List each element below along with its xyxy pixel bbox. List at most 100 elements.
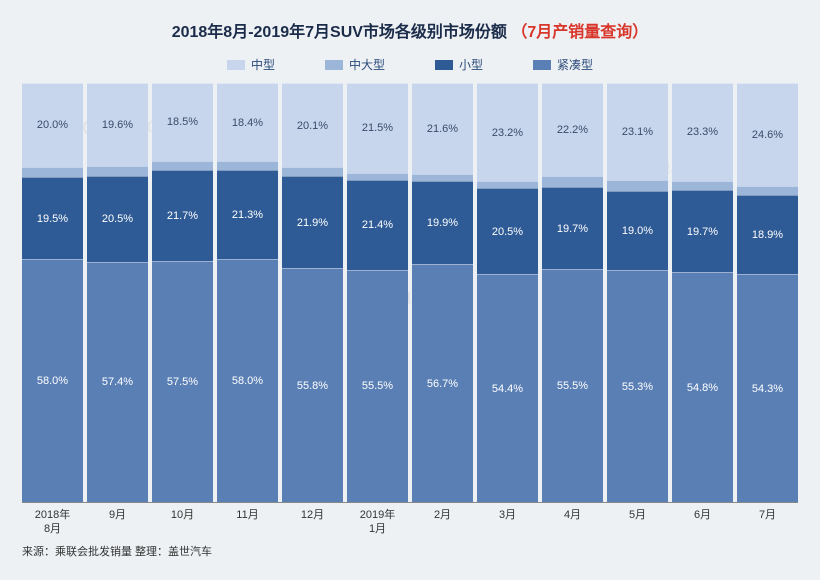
segment-label: 55.5%: [557, 380, 588, 392]
x-tick: 5月: [607, 509, 668, 537]
bar-segment-紧凑型: 58.0%: [217, 259, 278, 502]
bar-segment-中大型: 2.2%: [217, 161, 278, 170]
bar-segment-中大型: 1.7%: [347, 173, 408, 180]
segment-label: 58.0%: [37, 375, 68, 387]
x-tick: 7月: [737, 509, 798, 537]
bar-segment-小型: 19.9%: [412, 181, 473, 264]
bar-segment-小型: 21.4%: [347, 180, 408, 270]
bar-segment-中大型: 2.6%: [607, 180, 668, 191]
chart-title: 2018年8月-2019年7月SUV市场各级别市场份额 （7月产销量查询）: [22, 18, 798, 42]
bar-segment-中型: 24.6%: [737, 83, 798, 186]
bar-column: 55.3% 19.0% 2.6% 23.1%: [607, 83, 668, 502]
segment-label: 23.1%: [622, 126, 653, 138]
bar-segment-小型: 19.7%: [672, 190, 733, 273]
legend-item: 中型: [227, 56, 275, 73]
bar-segment-紧凑型: 54.3%: [737, 274, 798, 502]
bar-segment-中大型: 1.7%: [412, 174, 473, 181]
bar-segment-小型: 21.7%: [152, 170, 213, 261]
bar-segment-中型: 21.5%: [347, 83, 408, 173]
segment-label: 21.5%: [362, 122, 393, 134]
legend-item: 中大型: [325, 56, 385, 73]
legend-item: 小型: [435, 56, 483, 73]
segment-label: 21.9%: [297, 217, 328, 229]
title-accent: （7月产销量查询）: [511, 24, 648, 41]
segment-label: 58.0%: [232, 375, 263, 387]
bar-column: 54.3% 18.9% 2.2% 24.6%: [737, 83, 798, 502]
bar-segment-小型: 21.3%: [217, 170, 278, 259]
legend-label: 中型: [251, 56, 275, 73]
x-tick: 12月: [282, 509, 343, 537]
bar-segment-中型: 18.4%: [217, 83, 278, 160]
segment-label: 57.4%: [102, 376, 133, 388]
segment-label: 22.2%: [557, 124, 588, 136]
segment-label: 20.1%: [297, 120, 328, 132]
bar-segment-紧凑型: 56.7%: [412, 264, 473, 502]
segment-label: 56.7%: [427, 378, 458, 390]
segment-label: 20.0%: [37, 119, 68, 131]
legend-swatch: [227, 60, 245, 70]
segment-label: 20.5%: [102, 213, 133, 225]
bar-column: 57.5%21.7%2.3%18.5%: [152, 83, 213, 502]
bar-segment-中型: 20.0%: [22, 83, 83, 167]
segment-label: 20.5%: [492, 226, 523, 238]
segment-label: 55.3%: [622, 381, 653, 393]
x-tick: 2月: [412, 509, 473, 537]
bar-segment-中型: 23.3%: [672, 83, 733, 181]
legend-swatch: [435, 60, 453, 70]
legend-label: 紧凑型: [557, 56, 593, 73]
bar-column: 58.0%19.5%2.5%20.0%: [22, 83, 83, 502]
segment-label: 54.4%: [492, 383, 523, 395]
bar-column: 55.8%21.9%2.2%20.1%: [282, 83, 343, 502]
bar-segment-中大型: 2.6%: [542, 176, 603, 187]
segment-label: 19.0%: [622, 225, 653, 237]
bar-column: 57.4%20.5%2.4%19.6%: [87, 83, 148, 502]
bar-column: 56.7% 19.9% 1.7% 21.6%: [412, 83, 473, 502]
bar-segment-紧凑型: 57.4%: [87, 262, 148, 503]
bar-column: 55.5% 21.4% 1.7% 21.5%: [347, 83, 408, 502]
segment-label: 23.2%: [492, 127, 523, 139]
bar-segment-小型: 19.7%: [542, 187, 603, 270]
segment-label: 21.3%: [232, 209, 263, 221]
bar-segment-中大型: 2.2%: [282, 167, 343, 176]
x-tick: 9月: [87, 509, 148, 537]
segment-label: 57.5%: [167, 376, 198, 388]
bar-column: 54.4% 20.5% 1.8% 23.2%: [477, 83, 538, 502]
legend-swatch: [325, 60, 343, 70]
bar-segment-紧凑型: 54.4%: [477, 274, 538, 502]
source-text: 来源：乘联会批发销量 整理：盖世汽车: [22, 543, 798, 559]
title-main: 2018年8月-2019年7月SUV市场各级别市场份额: [172, 24, 507, 41]
bar-segment-紧凑型: 57.5%: [152, 261, 213, 502]
segment-label: 54.3%: [752, 383, 783, 395]
x-tick: 2019年 1月: [347, 509, 408, 537]
bar-segment-中大型: 1.8%: [477, 181, 538, 189]
segment-label: 19.6%: [102, 119, 133, 131]
bar-segment-中型: 20.1%: [282, 83, 343, 167]
bar-segment-小型: 19.5%: [22, 177, 83, 259]
bar-segment-中型: 22.2%: [542, 83, 603, 176]
bar-segment-紧凑型: 58.0%: [22, 259, 83, 502]
segment-label: 19.7%: [557, 223, 588, 235]
segment-label: 24.6%: [752, 129, 783, 141]
bar-segment-紧凑型: 55.5%: [347, 270, 408, 502]
segment-label: 18.9%: [752, 229, 783, 241]
bar-segment-中型: 19.6%: [87, 83, 148, 165]
bar-segment-紧凑型: 55.5%: [542, 269, 603, 502]
bar-segment-中型: 23.2%: [477, 83, 538, 180]
segment-label: 18.4%: [232, 117, 263, 129]
segment-label: 23.3%: [687, 126, 718, 138]
bar-segment-中型: 18.5%: [152, 83, 213, 161]
bar-column: 54.8%19.7%2.2%23.3%: [672, 83, 733, 502]
segment-label: 19.9%: [427, 217, 458, 229]
segment-label: 54.8%: [687, 382, 718, 394]
segment-label: 18.5%: [167, 116, 198, 128]
x-tick: 2018年 8月: [22, 509, 83, 537]
bar-segment-小型: 19.0%: [607, 191, 668, 271]
x-tick: 10月: [152, 509, 213, 537]
legend-swatch: [533, 60, 551, 70]
segment-label: 21.6%: [427, 123, 458, 135]
legend: 中型 中大型 小型 紧凑型: [22, 56, 798, 73]
segment-label: 21.7%: [167, 210, 198, 222]
segment-label: 21.4%: [362, 219, 393, 231]
bar-column: 55.5% 19.7% 2.6% 22.2%: [542, 83, 603, 502]
bar-segment-中大型: 2.2%: [737, 186, 798, 195]
